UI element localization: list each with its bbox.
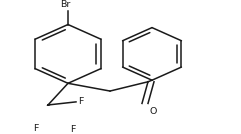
Text: O: O: [150, 107, 157, 116]
Text: F: F: [70, 125, 75, 134]
Text: F: F: [78, 97, 83, 106]
Text: F: F: [33, 124, 39, 133]
Text: Br: Br: [60, 0, 70, 9]
